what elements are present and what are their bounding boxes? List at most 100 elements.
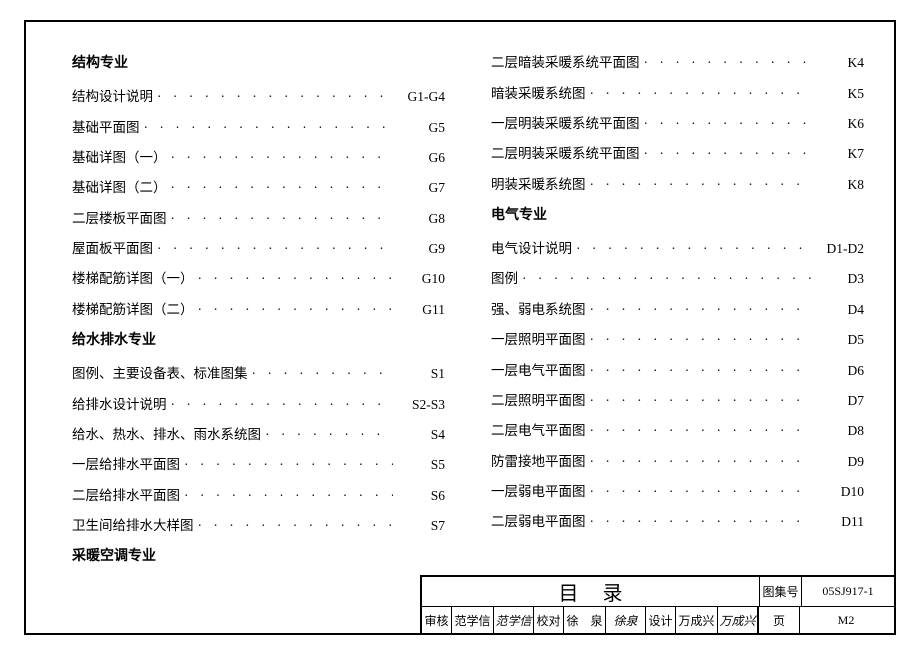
toc-label: 卫生间给排水大样图 xyxy=(72,514,194,534)
toc-leader: · · · · · · · · · · · · · · · · · · · · … xyxy=(171,397,394,413)
toc-page: S6 xyxy=(397,488,445,504)
toc-row: 基础详图（二）· · · · · · · · · · · · · · · · ·… xyxy=(72,171,445,201)
toc-row: 一层照明平面图· · · · · · · · · · · · · · · · ·… xyxy=(491,323,864,353)
toc-label: 二层楼板平面图 xyxy=(72,207,167,227)
toc-leader: · · · · · · · · · · · · · · · · · · · · … xyxy=(184,457,393,473)
toc-row: 暗装采暖系统图· · · · · · · · · · · · · · · · ·… xyxy=(491,76,864,106)
toc-leader: · · · · · · · · · · · · · · · · · · · · … xyxy=(144,120,394,136)
toc-column: 二层暗装采暖系统平面图· · · · · · · · · · · · · · ·… xyxy=(491,46,864,565)
toc-leader: · · · · · · · · · · · · · · · · · · · · … xyxy=(265,427,393,443)
toc-page: G7 xyxy=(397,180,445,196)
toc-label: 一层明装采暖系统平面图 xyxy=(491,112,640,132)
toc-page: G9 xyxy=(397,241,445,257)
toc-leader: · · · · · · · · · · · · · · · · · · · · … xyxy=(522,271,812,287)
toc-page: G10 xyxy=(397,271,445,287)
toc-column: 结构专业结构设计说明· · · · · · · · · · · · · · · … xyxy=(72,46,445,565)
toc-row: 给排水设计说明· · · · · · · · · · · · · · · · ·… xyxy=(72,387,445,417)
toc-leader: · · · · · · · · · · · · · · · · · · · · … xyxy=(198,518,394,534)
toc-page: D3 xyxy=(816,271,864,287)
toc-content: 结构专业结构设计说明· · · · · · · · · · · · · · · … xyxy=(26,22,894,575)
toc-page: K6 xyxy=(816,116,864,132)
toc-leader: · · · · · · · · · · · · · · · · · · · · … xyxy=(252,366,394,382)
toc-leader: · · · · · · · · · · · · · · · · · · · · … xyxy=(590,484,813,500)
toc-label: 二层暗装采暖系统平面图 xyxy=(491,51,640,71)
toc-label: 强、弱电系统图 xyxy=(491,298,586,318)
toc-page: S4 xyxy=(397,427,445,443)
check-label: 校对 xyxy=(534,607,564,633)
toc-row: 卫生间给排水大样图· · · · · · · · · · · · · · · ·… xyxy=(72,509,445,539)
toc-page: D11 xyxy=(816,514,864,530)
toc-page: D10 xyxy=(816,484,864,500)
toc-page: D8 xyxy=(816,423,864,439)
design-name: 万成兴 xyxy=(676,607,718,633)
sheet-title: 目录 xyxy=(422,577,760,606)
toc-row: 强、弱电系统图· · · · · · · · · · · · · · · · ·… xyxy=(491,293,864,323)
toc-row: 结构设计说明· · · · · · · · · · · · · · · · · … xyxy=(72,80,445,110)
toc-leader: · · · · · · · · · · · · · · · · · · · · … xyxy=(590,423,813,439)
toc-label: 结构设计说明 xyxy=(72,85,153,105)
toc-leader: · · · · · · · · · · · · · · · · · · · · … xyxy=(590,514,813,530)
toc-page: G11 xyxy=(397,302,445,318)
title-block-row-1: 目录 图集号 05SJ917-1 xyxy=(422,577,894,607)
toc-label: 一层照明平面图 xyxy=(491,328,586,348)
toc-row: 一层弱电平面图· · · · · · · · · · · · · · · · ·… xyxy=(491,475,864,505)
toc-label: 暗装采暖系统图 xyxy=(491,82,586,102)
toc-label: 电气设计说明 xyxy=(491,237,572,257)
toc-label: 基础平面图 xyxy=(72,116,140,136)
title-block: 目录 图集号 05SJ917-1 审核 范学信 范学信 校对 徐 泉 徐泉 设计… xyxy=(26,575,894,633)
toc-leader: · · · · · · · · · · · · · · · · · · · · … xyxy=(590,363,813,379)
toc-label: 屋面板平面图 xyxy=(72,237,153,257)
toc-label: 二层电气平面图 xyxy=(491,419,586,439)
toc-row: 电气设计说明· · · · · · · · · · · · · · · · · … xyxy=(491,232,864,262)
toc-row: 防雷接地平面图· · · · · · · · · · · · · · · · ·… xyxy=(491,445,864,475)
toc-row: 图例· · · · · · · · · · · · · · · · · · · … xyxy=(491,262,864,292)
toc-row: 给水、热水、排水、雨水系统图· · · · · · · · · · · · · … xyxy=(72,418,445,448)
toc-page: D9 xyxy=(816,454,864,470)
toc-label: 二层明装采暖系统平面图 xyxy=(491,142,640,162)
toc-leader: · · · · · · · · · · · · · · · · · · · · … xyxy=(644,55,813,71)
check-signature: 徐泉 xyxy=(606,607,646,633)
toc-row: 楼梯配筋详图（一）· · · · · · · · · · · · · · · ·… xyxy=(72,262,445,292)
toc-label: 图例、主要设备表、标准图集 xyxy=(72,362,248,382)
toc-row: 楼梯配筋详图（二）· · · · · · · · · · · · · · · ·… xyxy=(72,293,445,323)
toc-row: 二层楼板平面图· · · · · · · · · · · · · · · · ·… xyxy=(72,202,445,232)
toc-page: K7 xyxy=(816,146,864,162)
toc-row: 一层电气平面图· · · · · · · · · · · · · · · · ·… xyxy=(491,353,864,383)
review-label: 审核 xyxy=(422,607,452,633)
section-heading: 结构专业 xyxy=(72,52,445,72)
toc-leader: · · · · · · · · · · · · · · · · · · · · … xyxy=(198,302,394,318)
review-name: 范学信 xyxy=(452,607,494,633)
toc-page: S7 xyxy=(397,518,445,534)
toc-label: 一层电气平面图 xyxy=(491,359,586,379)
section-heading: 采暖空调专业 xyxy=(72,545,445,565)
drawing-frame: 结构专业结构设计说明· · · · · · · · · · · · · · · … xyxy=(24,20,896,635)
toc-label: 明装采暖系统图 xyxy=(491,173,586,193)
toc-leader: · · · · · · · · · · · · · · · · · · · · … xyxy=(184,488,393,504)
toc-leader: · · · · · · · · · · · · · · · · · · · · … xyxy=(590,86,813,102)
check-name: 徐 泉 xyxy=(564,607,606,633)
code-value: 05SJ917-1 xyxy=(802,577,894,606)
review-signature: 范学信 xyxy=(494,607,534,633)
page-number: M2 xyxy=(800,607,892,633)
section-heading: 电气专业 xyxy=(491,204,864,224)
toc-leader: · · · · · · · · · · · · · · · · · · · · … xyxy=(198,271,394,287)
toc-leader: · · · · · · · · · · · · · · · · · · · · … xyxy=(171,211,394,227)
toc-leader: · · · · · · · · · · · · · · · · · · · · … xyxy=(576,241,812,257)
toc-page: S5 xyxy=(397,457,445,473)
toc-page: S1 xyxy=(397,366,445,382)
toc-leader: · · · · · · · · · · · · · · · · · · · · … xyxy=(590,332,813,348)
toc-row: 一层明装采暖系统平面图· · · · · · · · · · · · · · ·… xyxy=(491,107,864,137)
toc-row: 二层电气平面图· · · · · · · · · · · · · · · · ·… xyxy=(491,414,864,444)
page: 结构专业结构设计说明· · · · · · · · · · · · · · · … xyxy=(0,0,920,653)
toc-label: 一层弱电平面图 xyxy=(491,480,586,500)
toc-row: 图例、主要设备表、标准图集· · · · · · · · · · · · · ·… xyxy=(72,357,445,387)
toc-page: D7 xyxy=(816,393,864,409)
design-label: 设计 xyxy=(646,607,676,633)
toc-label: 楼梯配筋详图（二） xyxy=(72,298,194,318)
toc-row: 二层明装采暖系统平面图· · · · · · · · · · · · · · ·… xyxy=(491,137,864,167)
toc-label: 图例 xyxy=(491,267,518,287)
toc-label: 防雷接地平面图 xyxy=(491,450,586,470)
page-label: 页 xyxy=(758,607,800,633)
toc-page: G8 xyxy=(397,211,445,227)
toc-page: K4 xyxy=(816,55,864,71)
